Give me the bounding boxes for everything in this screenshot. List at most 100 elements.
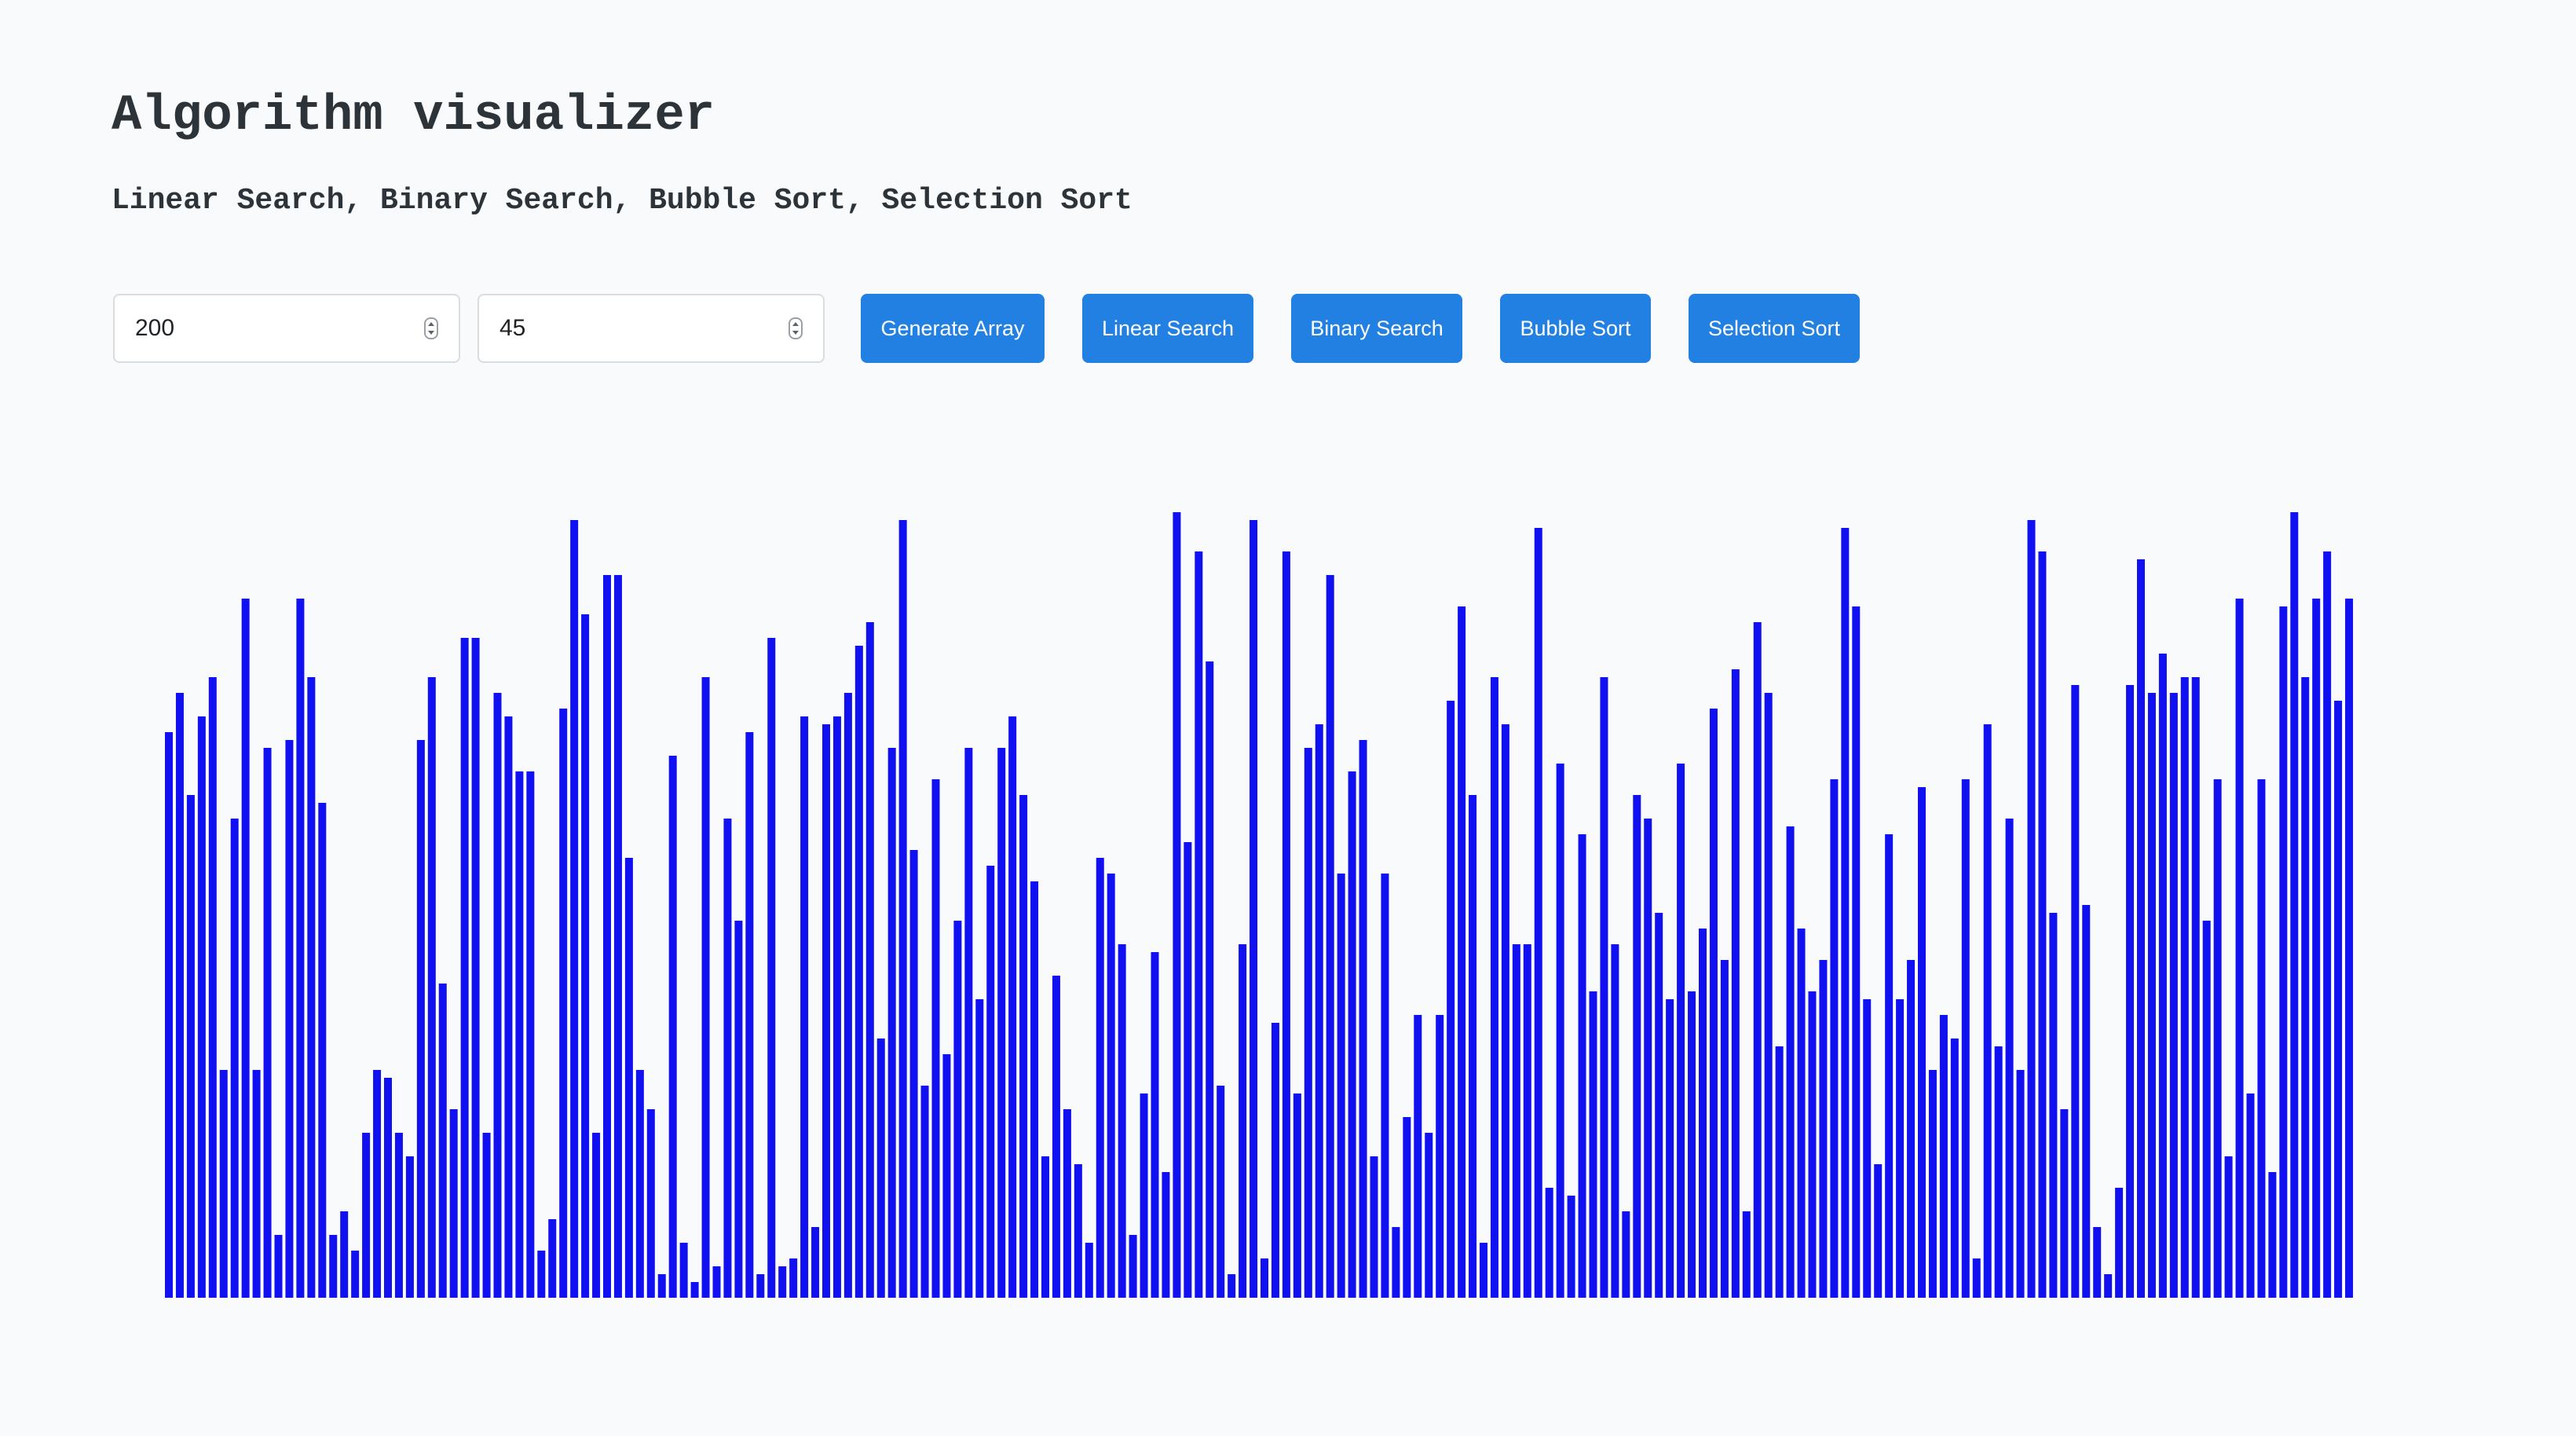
bar-191 [2257,779,2266,1298]
bar-192 [2268,1172,2277,1298]
binary-search-button[interactable]: Binary Search [1291,294,1462,363]
target-value-input[interactable]: 45 [478,294,825,363]
bar-162 [1939,1015,1948,1298]
bar-55 [767,638,776,1298]
array-size-input[interactable]: 200 [113,294,460,363]
bar-105 [1315,724,1323,1298]
bar-189 [2235,599,2244,1298]
bar-17 [351,1251,360,1298]
bar-100 [1261,1258,1268,1298]
bar-73 [964,748,973,1298]
bar-120 [1480,1243,1487,1298]
bar-94 [1195,551,1203,1298]
generate-array-button[interactable]: Generate Array [861,294,1045,363]
bar-15 [329,1235,338,1298]
array-size-value: 200 [135,315,175,341]
bar-170 [2027,520,2036,1298]
bar-63 [854,646,863,1298]
bar-180 [2137,559,2145,1298]
bar-61 [832,716,841,1298]
bar-128 [1567,1196,1575,1298]
bar-152 [1830,779,1839,1298]
bar-166 [1983,724,1992,1298]
bar-124 [1523,944,1531,1298]
bar-36 [559,709,568,1298]
bar-21 [394,1133,403,1298]
bar-135 [1644,819,1652,1298]
target-value-value: 45 [499,315,526,341]
bar-188 [2224,1156,2233,1298]
bar-171 [2038,551,2047,1298]
bar-8 [252,1070,261,1298]
bar-196 [2312,599,2321,1298]
bar-54 [756,1274,765,1298]
bar-83 [1074,1164,1082,1298]
bar-87 [1118,944,1126,1298]
selection-sort-button[interactable]: Selection Sort [1689,294,1860,363]
bar-110 [1370,1156,1378,1298]
bar-133 [1622,1211,1630,1298]
bar-167 [1994,1046,2003,1298]
bar-96 [1217,1086,1225,1298]
bar-122 [1501,724,1509,1298]
bar-178 [2115,1188,2124,1298]
bar-161 [1928,1070,1937,1298]
bar-5 [219,1070,228,1298]
bar-199 [2345,599,2354,1298]
bar-173 [2060,1109,2069,1298]
bar-38 [581,614,590,1298]
bar-10 [274,1235,283,1298]
bar-153 [1841,528,1850,1298]
target-value-stepper-icon[interactable] [789,317,803,339]
linear-search-button[interactable]: Linear Search [1082,294,1253,363]
bar-154 [1852,606,1861,1298]
bar-69 [920,1086,929,1298]
bar-145 [1753,622,1762,1298]
bar-137 [1666,999,1674,1298]
bar-144 [1742,1211,1751,1298]
bar-32 [515,771,524,1298]
bar-16 [340,1211,349,1298]
bar-20 [384,1078,392,1298]
bar-141 [1709,709,1718,1298]
bar-27 [460,638,469,1298]
bar-13 [307,677,316,1298]
bar-74 [975,999,984,1298]
bar-157 [1885,834,1894,1298]
bar-25 [438,984,447,1298]
bar-19 [373,1070,382,1298]
bar-97 [1228,1274,1236,1298]
bar-160 [1918,787,1926,1298]
bar-43 [635,1070,644,1298]
bar-164 [1961,779,1970,1298]
bar-91 [1162,1172,1170,1298]
bar-134 [1633,795,1641,1298]
bar-33 [526,771,535,1298]
bar-23 [416,740,425,1298]
bar-4 [208,677,217,1298]
bar-56 [778,1266,787,1298]
bubble-sort-button[interactable]: Bubble Sort [1500,294,1651,363]
bar-18 [362,1133,371,1298]
bar-119 [1469,795,1477,1298]
bar-39 [592,1133,601,1298]
bar-35 [548,1219,557,1298]
bar-89 [1140,1093,1148,1298]
bar-183 [2169,693,2178,1298]
bar-29 [482,1133,491,1298]
page-title: Algorithm visualizer [112,88,715,145]
bar-194 [2290,512,2299,1298]
controls-bar: 200 45 Generate Array Linear Search Bina… [0,294,2576,364]
bar-68 [909,850,918,1298]
bar-149 [1797,929,1806,1298]
bar-80 [1041,1156,1049,1298]
bar-49 [701,677,710,1298]
bar-169 [2016,1070,2025,1298]
array-size-stepper-icon[interactable] [424,317,438,339]
bar-115 [1425,1133,1433,1298]
bar-186 [2202,921,2211,1298]
bar-46 [668,756,677,1298]
bar-116 [1436,1015,1444,1298]
bar-179 [2126,685,2135,1298]
